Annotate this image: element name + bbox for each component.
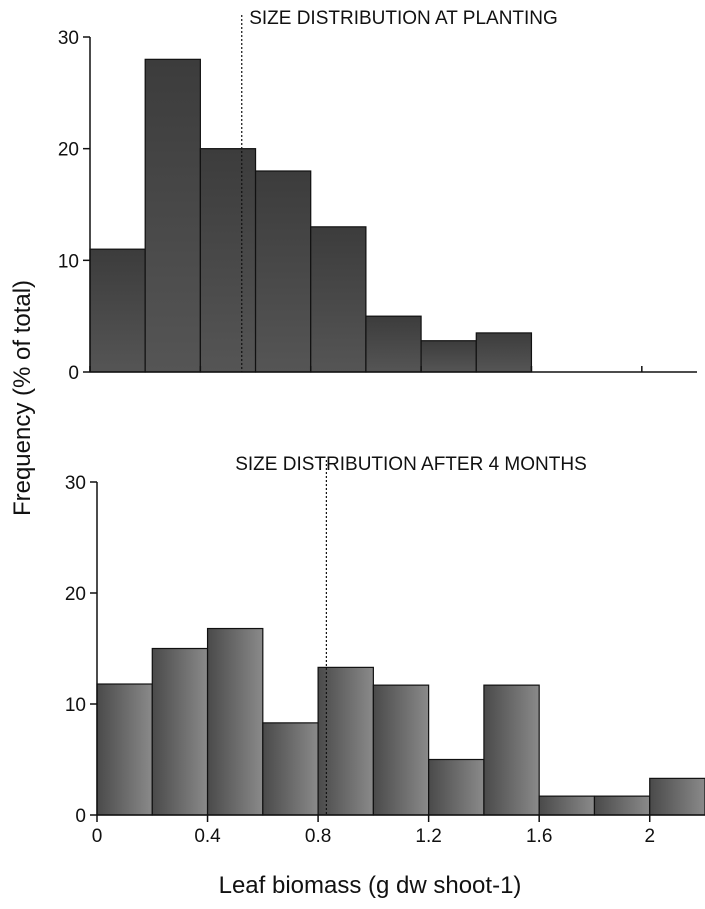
histogram-bar [428,758,485,816]
histogram-bar [538,795,596,816]
histogram-bar [262,722,319,816]
x-tick-label: 0.4 [194,826,221,847]
histogram-bar [593,795,651,816]
panel-title: SIZE DISTRIBUTION AFTER 4 MONTHS [235,454,587,475]
y-axis-label: Frequency (% of total) [9,280,36,516]
histogram-bar [372,684,430,816]
histogram-bar [649,777,705,816]
histogram-bar [420,340,477,373]
histogram-bar [254,170,312,373]
y-tick-label: 30 [58,28,79,49]
histogram-at-planting: SIZE DISTRIBUTION AT PLANTING 0 10 20 30 [58,8,697,384]
histogram-bar [206,627,264,816]
y-tick-label: 10 [65,695,86,716]
histogram-bar [96,683,153,816]
panel-title: SIZE DISTRIBUTION AT PLANTING [249,8,558,29]
y-tick-label: 10 [58,251,79,272]
x-tick-label: 0.8 [305,826,331,847]
histogram-bar [310,226,367,373]
x-tick-label: 0 [92,826,103,847]
histogram-bar [483,684,540,816]
y-tick-label: 0 [68,363,79,384]
y-tick-label: 30 [65,473,86,494]
histogram-bar [151,647,209,816]
y-tick-label: 0 [75,806,86,827]
histogram-bar [144,58,201,373]
histogram-bar [365,315,422,373]
histogram-after-4-months: SIZE DISTRIBUTION AFTER 4 MONTHS01020300… [65,454,705,847]
x-tick-label: 1.2 [415,826,441,847]
y-tick-label: 20 [58,140,79,161]
x-tick-label: 2 [644,826,655,847]
x-axis-label: Leaf biomass (g dw shoot-1) [219,872,522,899]
histogram-bar [475,332,533,373]
histogram-bar [317,666,374,816]
histogram-bar [89,248,146,373]
x-tick-label: 1.6 [526,826,552,847]
histogram-bar [199,148,257,373]
y-tick-label: 20 [65,584,86,605]
